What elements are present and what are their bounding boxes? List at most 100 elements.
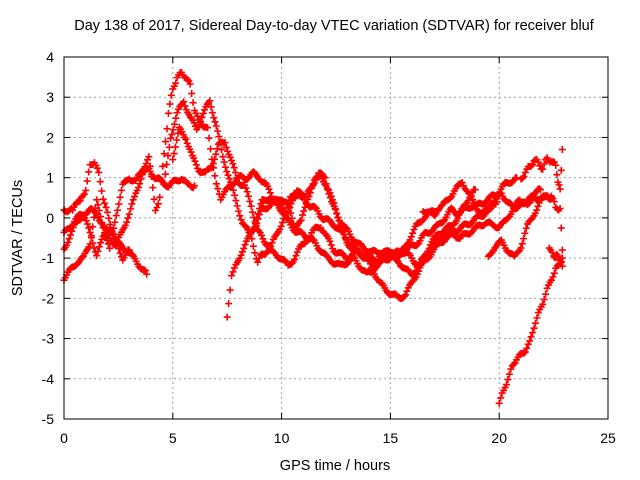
- data-point: [309, 235, 317, 243]
- data-point: [454, 214, 462, 222]
- data-point: [540, 295, 548, 303]
- data-point: [253, 215, 261, 223]
- data-point: [116, 249, 124, 257]
- data-point: [529, 329, 537, 337]
- data-point: [288, 214, 296, 222]
- data-point: [123, 218, 131, 226]
- data-point: [99, 224, 107, 232]
- y-tick-label: -4: [42, 371, 55, 387]
- data-point: [197, 118, 205, 126]
- y-tick-label: -1: [42, 250, 55, 266]
- data-point: [191, 182, 199, 190]
- data-point: [211, 118, 219, 126]
- data-point: [248, 235, 256, 243]
- data-point: [335, 217, 343, 225]
- data-point: [128, 200, 136, 208]
- data-point: [101, 199, 109, 207]
- data-point: [514, 248, 522, 256]
- data-point: [140, 266, 148, 274]
- data-point: [331, 205, 339, 213]
- data-series-track-11: [495, 254, 566, 407]
- data-point: [523, 344, 531, 352]
- data-point: [181, 102, 189, 110]
- data-point: [116, 193, 124, 201]
- data-point: [124, 214, 132, 222]
- data-point: [214, 185, 222, 193]
- data-point: [76, 197, 84, 205]
- data-point: [115, 245, 123, 253]
- data-point: [204, 124, 212, 132]
- data-point: [533, 206, 541, 214]
- data-point: [84, 220, 92, 228]
- data-point: [270, 248, 278, 256]
- data-point: [403, 287, 411, 295]
- data-point: [558, 246, 566, 254]
- data-point: [172, 79, 180, 87]
- data-series-track-10: [484, 192, 566, 260]
- x-tick-label: 5: [169, 430, 177, 446]
- data-point: [524, 340, 532, 348]
- data-point: [233, 174, 241, 182]
- data-point: [258, 231, 266, 239]
- data-point: [250, 223, 258, 231]
- data-point: [65, 235, 73, 243]
- data-point: [248, 208, 256, 216]
- data-point: [507, 199, 515, 207]
- data-point: [64, 238, 72, 246]
- x-axis-label: GPS time / hours: [280, 458, 390, 474]
- data-point: [68, 227, 76, 235]
- data-point: [228, 272, 236, 280]
- data-point: [208, 163, 216, 171]
- data-point: [165, 143, 173, 151]
- data-point: [539, 300, 547, 308]
- data-point: [98, 187, 106, 195]
- data-point: [283, 199, 291, 207]
- data-point: [171, 120, 179, 128]
- y-tick-label: 4: [46, 49, 54, 65]
- data-point: [127, 205, 135, 213]
- data-point: [340, 230, 348, 238]
- data-point: [186, 80, 194, 88]
- data-point: [255, 205, 263, 213]
- data-point: [540, 160, 548, 168]
- data-point: [95, 243, 103, 251]
- grid-lines: [64, 57, 608, 419]
- x-tick-label: 25: [600, 430, 616, 446]
- data-point: [332, 209, 340, 217]
- data-point: [169, 156, 177, 164]
- data-point: [93, 196, 101, 204]
- data-series-track-7: [223, 171, 521, 321]
- data-point: [534, 158, 542, 166]
- data-point: [437, 202, 445, 210]
- data-point: [327, 241, 335, 249]
- data-point: [230, 164, 238, 172]
- data-point: [268, 239, 276, 247]
- data-point: [112, 236, 120, 244]
- data-point: [339, 226, 347, 234]
- data-point: [93, 164, 101, 172]
- data-point: [173, 109, 181, 117]
- data-point: [141, 267, 149, 275]
- data-point: [470, 199, 478, 207]
- data-point: [243, 188, 251, 196]
- data-point: [465, 189, 473, 197]
- data-point: [89, 239, 97, 247]
- data-point: [188, 89, 196, 97]
- data-point: [305, 193, 313, 201]
- data-point: [105, 214, 113, 222]
- data-series-track-8: [245, 186, 479, 279]
- data-point: [409, 270, 417, 278]
- data-point: [230, 264, 238, 272]
- data-point: [198, 113, 206, 121]
- data-point: [221, 163, 229, 171]
- data-point: [521, 168, 529, 176]
- data-point: [85, 168, 93, 176]
- y-tick-label: 2: [46, 129, 54, 145]
- data-point: [549, 273, 557, 281]
- data-point: [557, 166, 565, 174]
- data-point: [529, 161, 537, 169]
- data-point: [214, 127, 222, 135]
- y-tick-label: -3: [42, 331, 55, 347]
- data-point: [146, 162, 154, 170]
- data-point: [530, 324, 538, 332]
